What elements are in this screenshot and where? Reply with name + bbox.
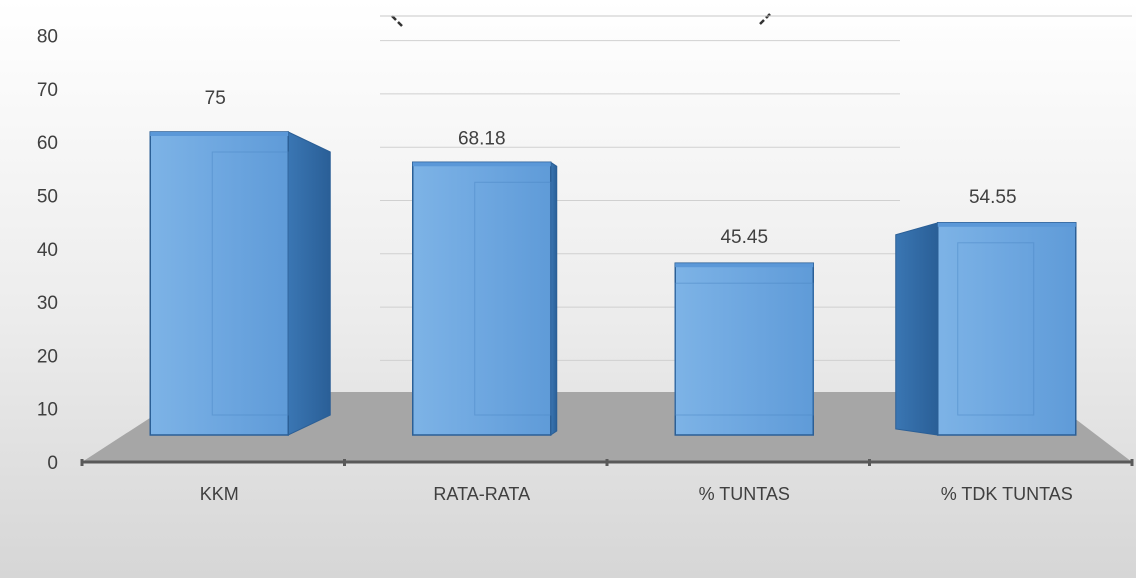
bars: [149, 131, 1077, 436]
data-label: 68.18: [458, 128, 506, 149]
y-tick-label: 30: [37, 293, 58, 314]
decor-marks: [380, 13, 1132, 27]
bar-inner-edge: [474, 181, 552, 416]
x-category-label: KKM: [200, 484, 239, 504]
bar-front-face: [674, 262, 814, 436]
bar-top-face: [675, 263, 814, 268]
y-tick-label: 20: [37, 346, 58, 367]
bar-front-face: [149, 131, 289, 436]
x-axis-categories: KKM RATA-RATA % TUNTAS % TDK TUNTAS: [200, 484, 1073, 504]
y-axis-ticks: 0 10 20 30 40 50 60 70 80: [37, 27, 58, 474]
floor-plane: [82, 392, 1132, 462]
data-label: 45.45: [720, 227, 768, 248]
bar-inner-edge: [674, 282, 814, 416]
y-tick-label: 10: [37, 400, 58, 421]
y-tick-label: 70: [37, 80, 58, 101]
y-tick-label: 40: [37, 240, 58, 261]
bar-top-face: [150, 132, 289, 136]
bar--tuntas: [674, 262, 814, 436]
bar-kkm: [149, 131, 331, 436]
x-category-label: RATA-RATA: [433, 484, 530, 504]
x-axis: [80, 459, 1134, 466]
bar-side-face: [895, 222, 939, 436]
bar-inner-edge: [211, 151, 289, 416]
bar-top-face: [412, 162, 551, 167]
bar--tdk-tuntas: [895, 222, 1077, 436]
chart-floor: [82, 392, 1132, 462]
y-tick-label: 80: [37, 27, 58, 48]
y-tick-label: 0: [47, 453, 58, 474]
y-tick-label: 60: [37, 133, 58, 154]
x-category-label: % TUNTAS: [699, 484, 790, 504]
y-tick-label: 50: [37, 187, 58, 208]
bar-side-face: [287, 131, 331, 436]
bar-rata-rata: [412, 161, 558, 436]
bar-inner-edge: [957, 242, 1035, 416]
data-label: 54.55: [969, 187, 1017, 208]
bar-side-face: [550, 161, 558, 436]
decor-mark-left: [391, 15, 403, 27]
data-label: 75: [205, 88, 226, 109]
bar-front-face: [412, 161, 552, 436]
data-labels: 75 68.18 45.45 54.55: [205, 88, 1017, 248]
x-category-label: % TDK TUNTAS: [941, 484, 1073, 504]
bar-top-face: [937, 222, 1076, 227]
bar-front-face: [937, 222, 1077, 436]
